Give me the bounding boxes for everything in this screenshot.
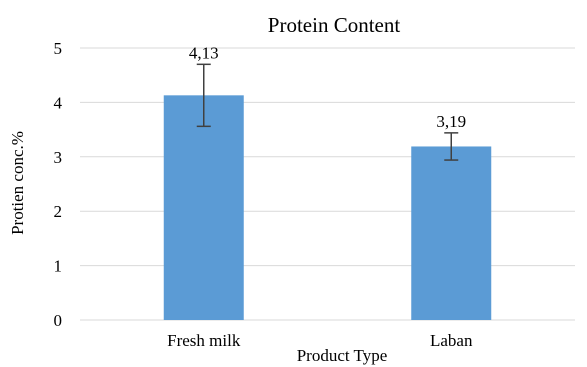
- chart-title: Protein Content: [268, 13, 401, 37]
- y-tick-label: 2: [54, 202, 63, 221]
- y-tick-label: 0: [54, 311, 63, 330]
- bar: [411, 146, 492, 320]
- y-axis-ticks: 0 1 2 3 4 5: [54, 39, 63, 330]
- x-tick-label: Laban: [430, 331, 473, 350]
- data-labels: 4,13 3,19: [189, 43, 466, 131]
- x-axis-label: Product Type: [297, 346, 388, 365]
- data-label: 4,13: [189, 43, 219, 62]
- x-axis-ticks: Fresh milk Laban: [167, 331, 473, 350]
- y-tick-label: 4: [54, 93, 63, 112]
- bar: [163, 95, 244, 320]
- x-tick-label: Fresh milk: [167, 331, 241, 350]
- bars: [163, 95, 492, 320]
- error-bars: [196, 63, 459, 161]
- y-tick-label: 1: [54, 257, 63, 276]
- error-bar: [444, 132, 459, 161]
- y-tick-label: 3: [54, 148, 63, 167]
- error-bar: [196, 63, 211, 128]
- y-axis-label: Protien conc.%: [8, 131, 27, 235]
- gridlines: [80, 47, 575, 321]
- y-tick-label: 5: [54, 39, 63, 58]
- data-label: 3,19: [436, 112, 466, 131]
